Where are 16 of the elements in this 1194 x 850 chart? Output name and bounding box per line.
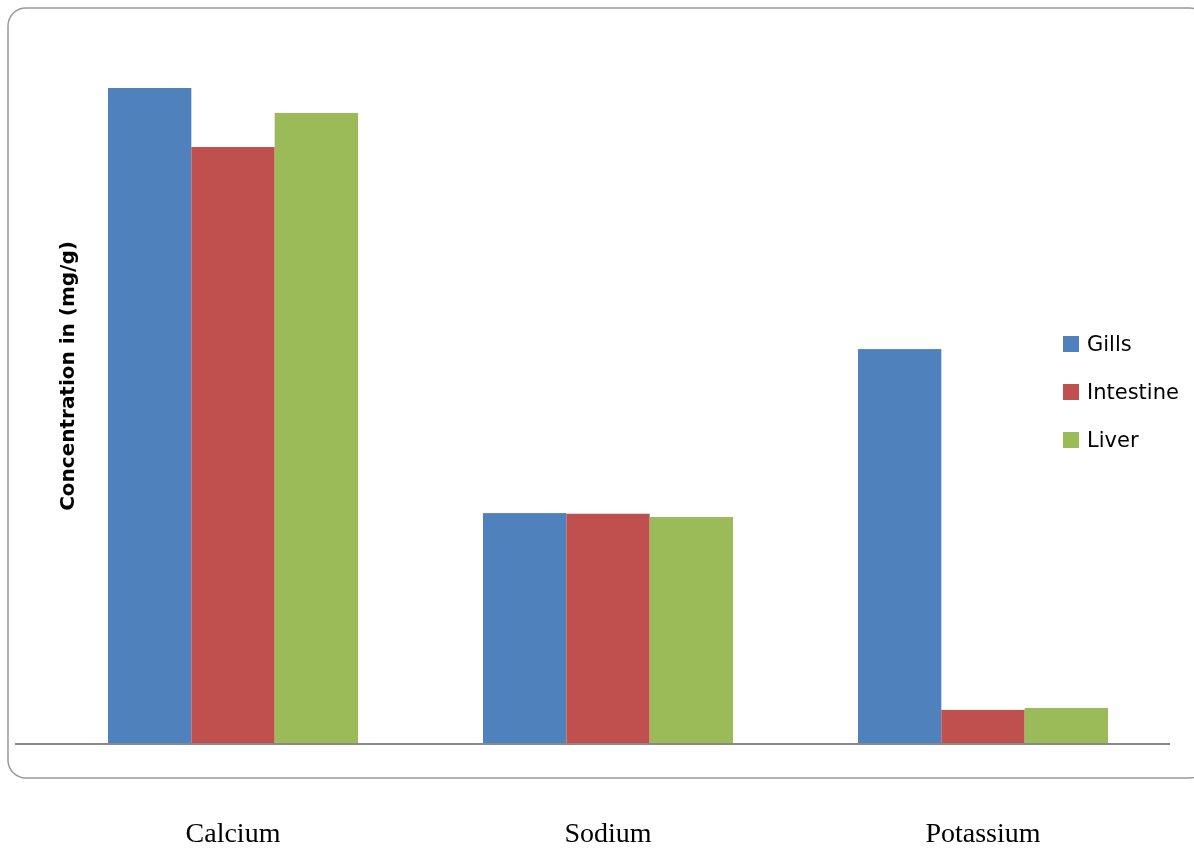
bar bbox=[858, 349, 942, 744]
bar bbox=[941, 709, 1025, 744]
x-tick-label: Potassium bbox=[925, 817, 1041, 848]
bar bbox=[1024, 707, 1108, 744]
bar bbox=[649, 517, 733, 744]
legend-label: Intestine bbox=[1087, 380, 1179, 404]
bar bbox=[191, 147, 275, 744]
bar bbox=[274, 112, 358, 744]
legend-label: Liver bbox=[1087, 428, 1139, 452]
bar bbox=[108, 88, 192, 744]
x-tick-label: Sodium bbox=[564, 817, 652, 848]
y-axis-title: Concentration in (mg/g) bbox=[55, 241, 79, 511]
x-tick-label: Calcium bbox=[185, 817, 281, 848]
bar bbox=[566, 513, 650, 744]
legend-label: Gills bbox=[1087, 332, 1132, 356]
bar bbox=[483, 513, 567, 744]
